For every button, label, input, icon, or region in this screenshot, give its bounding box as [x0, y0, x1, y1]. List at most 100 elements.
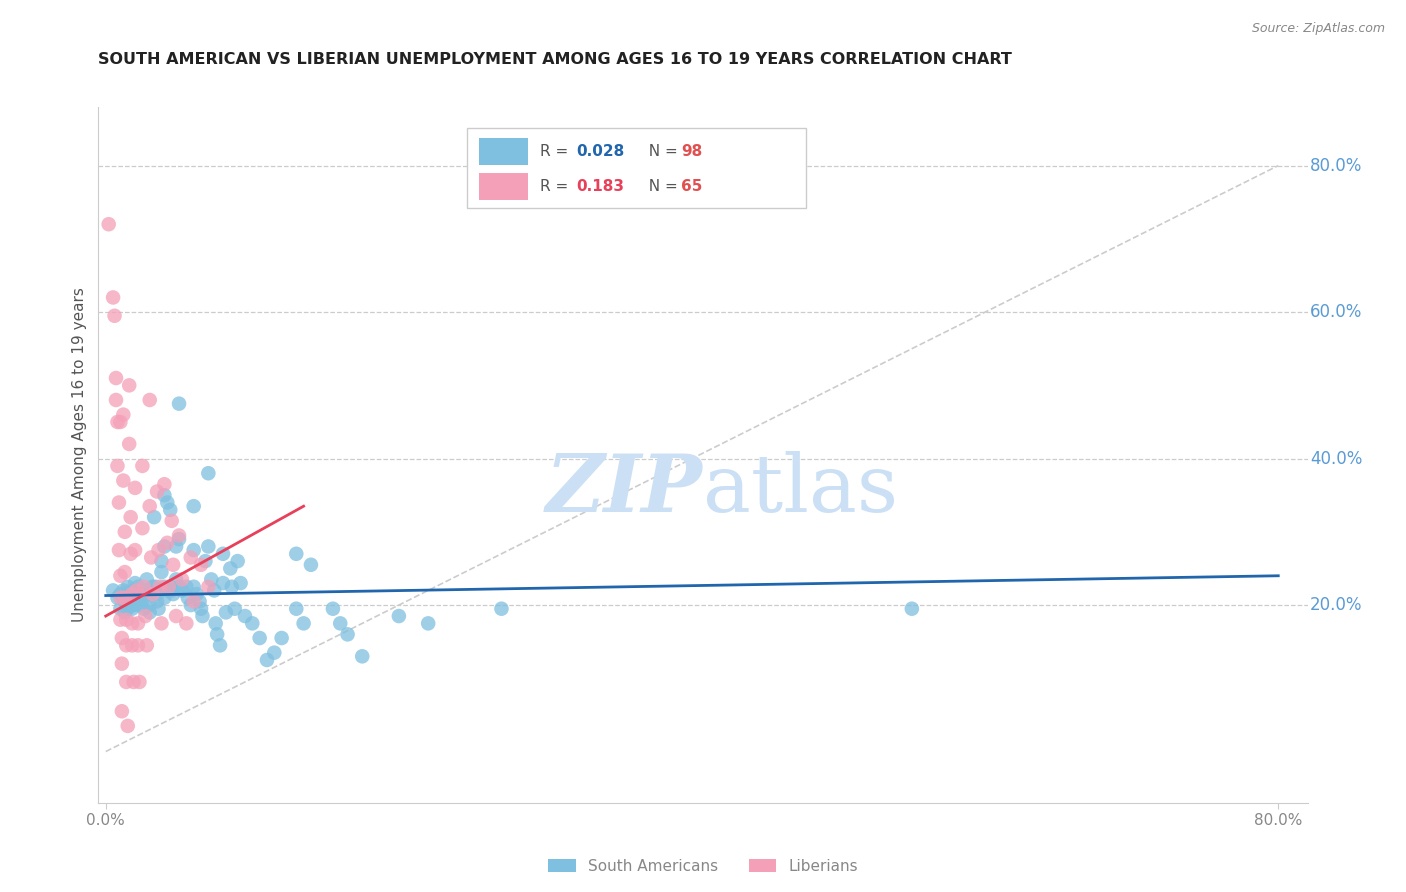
Point — [124, 543, 146, 558]
Text: 60.0%: 60.0% — [1310, 303, 1362, 321]
Point — [188, 594, 211, 608]
Point — [101, 290, 124, 304]
Point — [165, 609, 187, 624]
Point — [127, 587, 149, 601]
Point — [221, 580, 243, 594]
Point — [121, 587, 143, 601]
Point — [112, 474, 135, 488]
FancyBboxPatch shape — [467, 128, 806, 208]
Point — [135, 583, 157, 598]
Point — [117, 719, 139, 733]
Text: 80.0%: 80.0% — [1310, 157, 1362, 175]
Point — [209, 638, 232, 652]
Text: Source: ZipAtlas.com: Source: ZipAtlas.com — [1251, 22, 1385, 36]
Point — [491, 601, 513, 615]
Point — [105, 392, 128, 407]
Point — [226, 554, 249, 568]
Point — [149, 580, 172, 594]
Point — [110, 587, 132, 601]
Point — [114, 524, 136, 539]
Point — [135, 573, 157, 587]
Point — [103, 309, 125, 323]
Point — [124, 587, 146, 601]
Point — [115, 613, 138, 627]
Point — [138, 499, 160, 513]
Point — [101, 583, 124, 598]
Point — [177, 591, 200, 605]
Point — [111, 657, 134, 671]
Point — [200, 573, 222, 587]
Text: 40.0%: 40.0% — [1310, 450, 1362, 467]
Point — [114, 594, 136, 608]
Point — [165, 540, 187, 554]
Point — [115, 675, 138, 690]
Point — [110, 613, 132, 627]
Point — [132, 580, 155, 594]
Point — [121, 616, 143, 631]
Point — [233, 609, 256, 624]
Point — [142, 580, 165, 594]
Point — [138, 392, 160, 407]
Point — [131, 587, 153, 601]
Text: R =: R = — [540, 179, 572, 194]
Point — [153, 591, 176, 605]
Point — [191, 609, 214, 624]
Point — [112, 408, 135, 422]
Point — [97, 217, 120, 231]
Point — [176, 580, 198, 594]
Point — [205, 627, 228, 641]
Point — [285, 547, 308, 561]
Point — [157, 580, 180, 594]
Point — [150, 565, 173, 579]
Point — [110, 591, 132, 605]
Point — [167, 397, 190, 411]
Legend: South Americans, Liberians: South Americans, Liberians — [543, 853, 863, 880]
Point — [127, 638, 149, 652]
Point — [285, 601, 308, 615]
Point — [224, 601, 246, 615]
Point — [156, 583, 179, 598]
Point — [162, 587, 184, 601]
Point — [129, 591, 152, 605]
Point — [105, 371, 128, 385]
Point — [143, 510, 166, 524]
Point — [256, 653, 278, 667]
Point — [162, 558, 184, 572]
Point — [183, 580, 205, 594]
Point — [150, 616, 173, 631]
Point — [124, 576, 146, 591]
Point — [159, 580, 181, 594]
Point — [292, 616, 315, 631]
Point — [120, 510, 142, 524]
Point — [197, 540, 219, 554]
Point — [183, 543, 205, 558]
Point — [146, 594, 169, 608]
Point — [329, 616, 352, 631]
Point — [167, 528, 190, 542]
Point — [212, 547, 235, 561]
Y-axis label: Unemployment Among Ages 16 to 19 years: Unemployment Among Ages 16 to 19 years — [72, 287, 87, 623]
Point — [138, 587, 160, 601]
Point — [108, 495, 131, 509]
Point — [167, 532, 190, 546]
Point — [322, 601, 344, 615]
Point — [202, 583, 225, 598]
Point — [118, 598, 141, 612]
Point — [107, 458, 129, 473]
Point — [180, 598, 202, 612]
Text: R =: R = — [540, 145, 572, 159]
Point — [153, 488, 176, 502]
Point — [121, 638, 143, 652]
Point — [111, 704, 134, 718]
Point — [138, 598, 160, 612]
Point — [125, 583, 148, 598]
FancyBboxPatch shape — [479, 173, 527, 200]
Point — [352, 649, 374, 664]
Text: 0.028: 0.028 — [576, 145, 624, 159]
Point — [114, 591, 136, 605]
Point — [170, 583, 193, 598]
Point — [112, 583, 135, 598]
Point — [117, 601, 139, 615]
Point — [160, 514, 183, 528]
Point — [124, 598, 146, 612]
